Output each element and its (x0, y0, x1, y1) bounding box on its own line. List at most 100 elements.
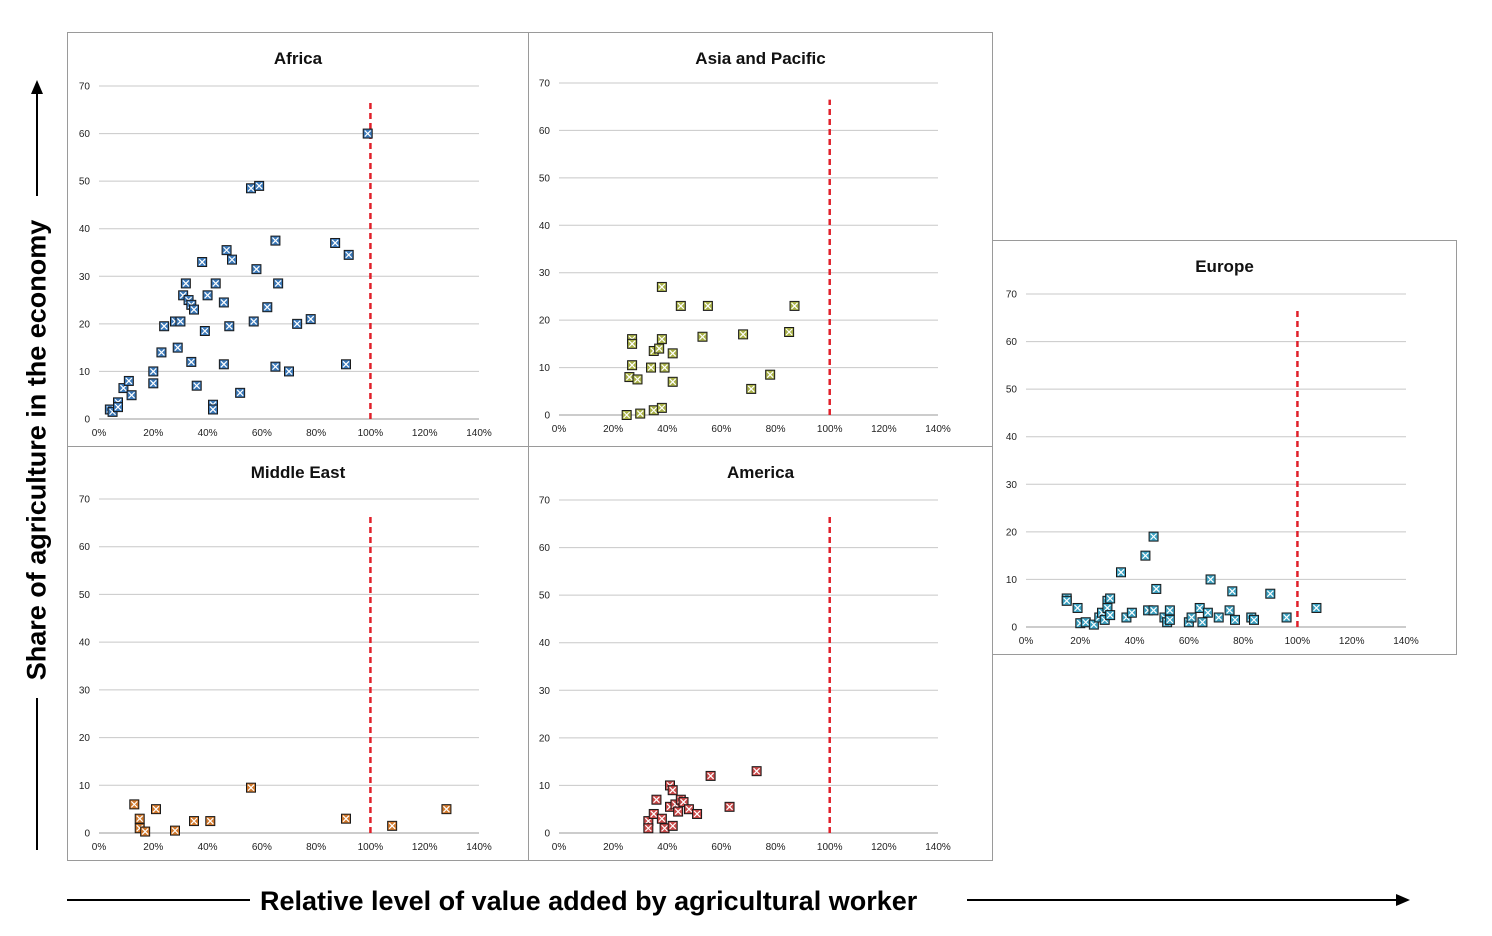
x-tick-label: 60% (711, 842, 731, 853)
y-tick-label: 10 (539, 363, 551, 374)
data-point (218, 297, 229, 308)
x-tick-label: 80% (306, 842, 326, 853)
y-tick-label: 50 (79, 590, 91, 601)
data-point (292, 318, 303, 329)
data-point (341, 813, 351, 824)
y-tick-label: 60 (539, 543, 551, 554)
data-point (627, 360, 638, 371)
data-point (675, 300, 686, 311)
y-tick-label: 20 (1006, 527, 1018, 538)
panel-title: Africa (273, 49, 323, 68)
y-tick-label: 20 (79, 319, 91, 330)
data-point (621, 410, 632, 420)
data-point (118, 383, 129, 394)
x-tick-label: 120% (871, 424, 897, 435)
x-tick-label: 100% (1285, 636, 1311, 647)
panel-asia-pacific: Asia and Pacific 0 10 20 30 40 50 60 70 0% 20% 40%… (528, 32, 993, 447)
data-point (667, 376, 678, 387)
y-tick-label: 0 (84, 829, 90, 840)
data-point (205, 816, 216, 827)
x-tick-label: 60% (252, 842, 272, 853)
y-tick-label: 60 (1006, 337, 1018, 348)
data-point (140, 826, 151, 837)
panel-america: America 0 10 20 30 40 50 60 70 0% 20% 40% 60% 80% 100… (528, 446, 993, 861)
data-point (270, 235, 281, 246)
x-tick-label: 20% (143, 842, 163, 853)
data-point (441, 804, 452, 815)
data-point (1197, 617, 1208, 628)
x-tick-label: 100% (817, 424, 843, 435)
x-tick-label: 0% (92, 428, 107, 439)
x-tick-label: 100% (358, 842, 384, 853)
data-point (1088, 619, 1099, 630)
data-point (189, 816, 199, 827)
data-point (221, 245, 232, 256)
data-point (191, 380, 202, 391)
data-point (1224, 605, 1235, 616)
data-point (1265, 588, 1276, 599)
x-tick-label: 140% (925, 424, 951, 435)
data-point (284, 366, 294, 377)
x-arrow-head (1396, 894, 1410, 906)
panel-title: Asia and Pacific (695, 49, 826, 68)
data-point (180, 278, 191, 289)
data-point (208, 404, 218, 415)
data-point (667, 820, 678, 831)
data-point (635, 408, 646, 419)
data-point (197, 257, 208, 268)
panel-title: Europe (1195, 257, 1254, 276)
data-point (673, 806, 684, 817)
data-point (1205, 574, 1216, 585)
y-tick-label: 30 (79, 685, 91, 696)
data-point (1072, 602, 1083, 613)
x-tick-label: 120% (412, 842, 438, 853)
data-point (134, 813, 145, 824)
x-tick-label: 80% (766, 842, 786, 853)
data-point (362, 128, 373, 139)
data-point (210, 278, 221, 289)
x-axis-title: Relative level of value added by agricul… (260, 886, 918, 916)
data-point (632, 374, 643, 385)
data-point (1213, 612, 1224, 623)
data-point (186, 356, 197, 367)
data-point (651, 794, 662, 805)
data-point (129, 799, 140, 810)
x-tick-label: 0% (92, 842, 107, 853)
x-tick-label: 20% (603, 424, 623, 435)
scatter-plot: 0 10 20 30 40 50 60 70 0% 20% 40% 60% 80% 100% 120% 140… (539, 496, 951, 854)
data-point (251, 264, 262, 275)
data-point (224, 321, 235, 332)
x-tick-label: 60% (1179, 636, 1199, 647)
data-point (656, 402, 667, 413)
data-point (656, 281, 667, 292)
y-tick-label: 0 (1011, 623, 1017, 634)
y-tick-label: 30 (539, 686, 551, 697)
data-point (643, 823, 654, 834)
y-tick-label: 0 (544, 411, 550, 422)
y-tick-label: 40 (539, 221, 551, 232)
data-point (202, 290, 213, 301)
data-point (189, 304, 199, 315)
y-tick-label: 30 (1006, 480, 1018, 491)
data-point (159, 321, 170, 332)
data-point (175, 316, 186, 327)
data-point (123, 375, 134, 386)
x-tick-label: 140% (466, 842, 492, 853)
y-tick-label: 30 (79, 272, 91, 283)
x-tick-label: 0% (552, 842, 567, 853)
data-point (1186, 612, 1197, 623)
data-point (1311, 602, 1322, 613)
data-point (1126, 607, 1137, 618)
data-point (667, 785, 678, 796)
data-point (659, 362, 670, 373)
data-point (765, 369, 776, 380)
data-point (1105, 610, 1116, 621)
y-tick-label: 10 (1006, 575, 1018, 586)
data-point (387, 820, 398, 831)
data-point (113, 402, 123, 413)
y-tick-label: 0 (544, 829, 550, 840)
x-tick-label: 40% (657, 842, 677, 853)
data-point (784, 327, 795, 337)
data-point (148, 366, 159, 377)
data-point (199, 325, 210, 336)
